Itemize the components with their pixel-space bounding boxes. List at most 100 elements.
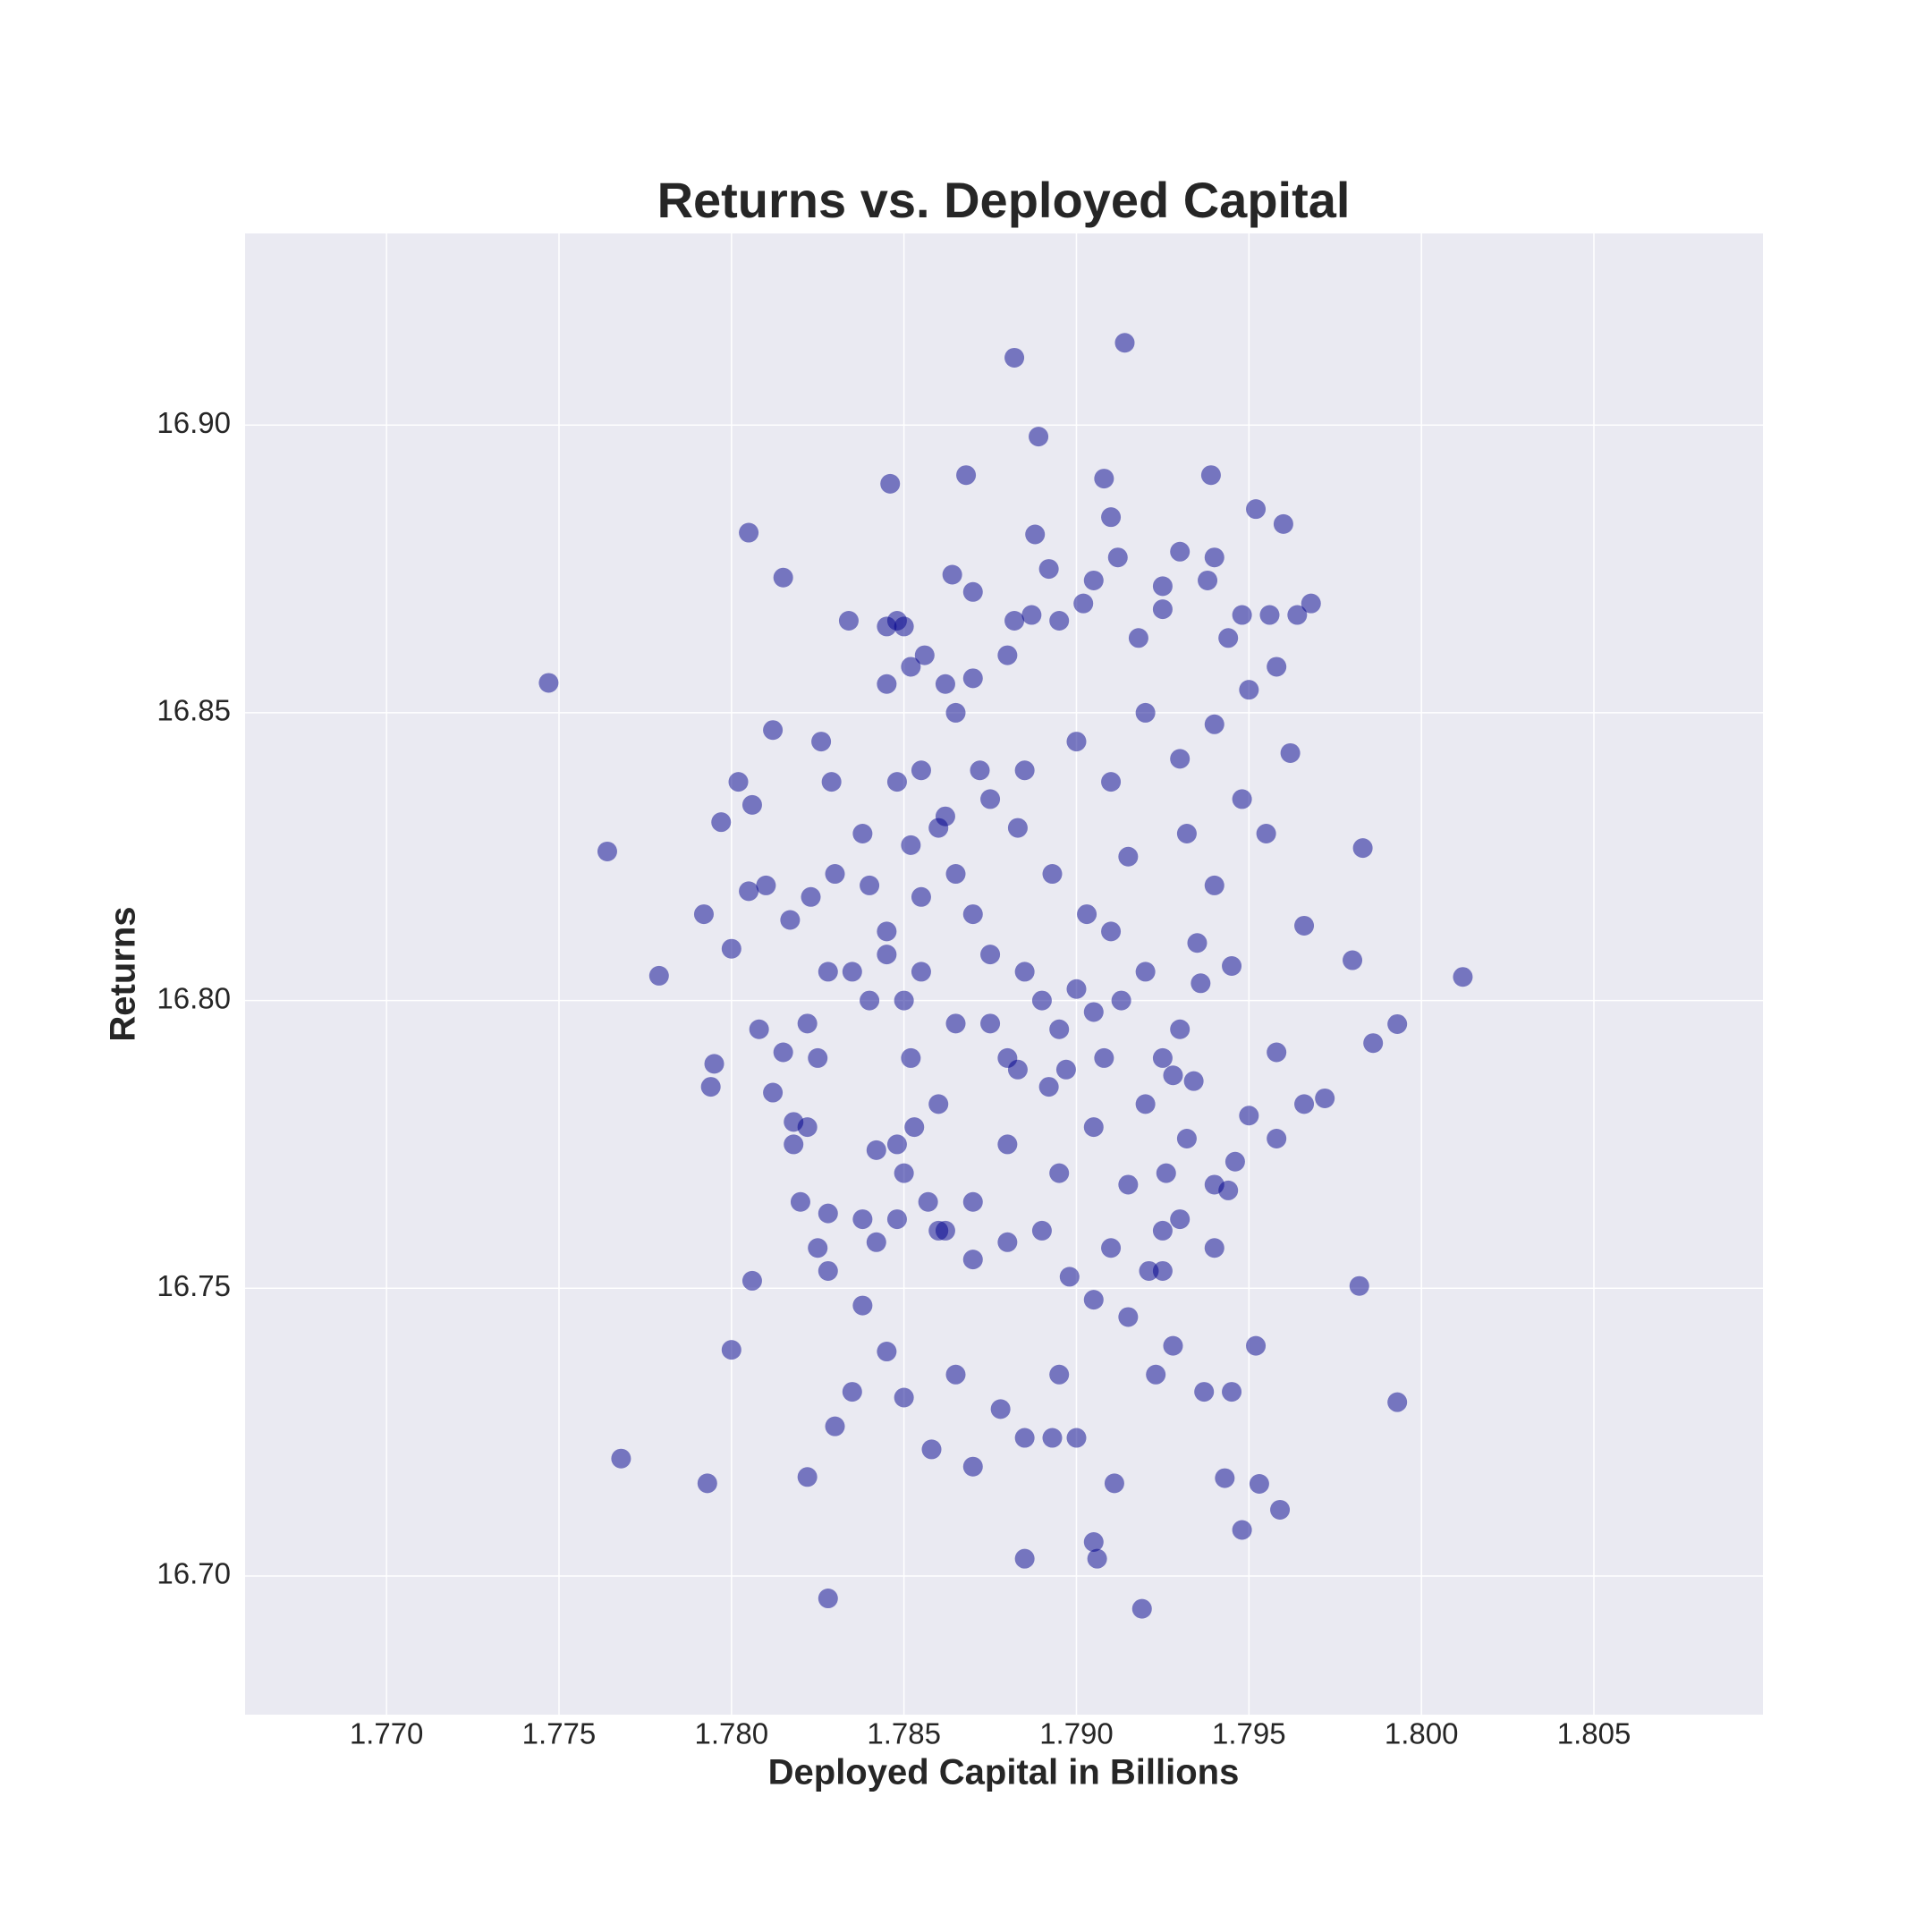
point (1287, 605, 1308, 625)
point (956, 465, 977, 486)
point (1387, 1013, 1408, 1034)
point (1101, 921, 1122, 942)
point (1198, 570, 1218, 590)
point (1301, 593, 1321, 614)
point (1131, 1598, 1152, 1619)
point (1118, 846, 1139, 867)
point (1101, 1238, 1122, 1258)
point (935, 806, 955, 826)
y-tick-label: 16.90 (157, 406, 231, 439)
point (1204, 875, 1224, 895)
point (773, 1042, 793, 1063)
point (852, 824, 873, 844)
point (997, 1134, 1018, 1155)
point (1135, 962, 1156, 982)
point (821, 772, 842, 792)
point (1163, 1335, 1183, 1356)
point (1031, 990, 1052, 1011)
point (538, 673, 559, 693)
point (935, 1220, 955, 1241)
point (1267, 657, 1287, 677)
point (1128, 628, 1148, 648)
point (997, 645, 1018, 665)
point (1170, 1019, 1191, 1039)
point (811, 732, 832, 752)
point (945, 702, 966, 723)
point (1135, 1094, 1156, 1114)
point (1049, 1163, 1070, 1183)
point (877, 674, 897, 694)
x-tick-label: 1.785 (867, 1717, 941, 1750)
point (852, 1209, 873, 1230)
point (1025, 524, 1046, 545)
point (962, 581, 983, 602)
point (860, 990, 880, 1011)
point (1114, 333, 1135, 353)
point (780, 910, 801, 930)
point (784, 1134, 804, 1155)
point (1014, 962, 1035, 982)
point (1363, 1033, 1384, 1054)
point (945, 1364, 966, 1385)
point (1152, 1260, 1173, 1281)
point (1270, 1499, 1291, 1520)
point (1232, 789, 1252, 809)
point (1204, 1238, 1224, 1258)
point (1200, 465, 1221, 486)
point (1139, 1260, 1159, 1281)
point (1083, 1002, 1104, 1022)
point (721, 1340, 741, 1360)
point (1031, 1220, 1052, 1241)
point (1176, 1129, 1197, 1148)
x-tick-label: 1.805 (1557, 1717, 1631, 1750)
point (1107, 547, 1128, 568)
point (901, 1047, 921, 1068)
point (1249, 1474, 1269, 1495)
point (700, 1077, 721, 1097)
point (1294, 915, 1315, 936)
point (1343, 950, 1363, 970)
point (1170, 749, 1191, 769)
point (728, 772, 749, 792)
point (1049, 610, 1070, 631)
point (1083, 1117, 1104, 1138)
point (825, 864, 845, 885)
point (1004, 610, 1025, 631)
point (1170, 1209, 1191, 1230)
point (880, 473, 901, 494)
point (911, 886, 931, 907)
point (1453, 967, 1473, 987)
point (962, 904, 983, 925)
point (801, 886, 821, 907)
point (1083, 1531, 1104, 1552)
point (1066, 1428, 1087, 1448)
point (1191, 973, 1211, 994)
point (739, 522, 759, 543)
chart-title: Returns vs. Deployed Capital (657, 172, 1351, 228)
point (741, 1270, 762, 1291)
y-tick-label: 16.70 (157, 1557, 231, 1590)
point (1218, 1180, 1239, 1200)
point (1038, 1077, 1059, 1097)
point (1232, 1520, 1252, 1540)
point (980, 789, 1001, 809)
x-tick-label: 1.795 (1212, 1717, 1286, 1750)
point (1055, 1059, 1076, 1080)
plot-area (245, 233, 1763, 1715)
point (1273, 513, 1293, 534)
point (1066, 979, 1087, 999)
y-tick-label: 16.75 (157, 1269, 231, 1302)
point (1246, 499, 1267, 520)
point (842, 962, 862, 982)
point (1352, 838, 1373, 859)
point (611, 1448, 631, 1469)
point (704, 1054, 724, 1074)
point (1267, 1042, 1287, 1063)
point (1014, 760, 1035, 781)
point (1349, 1275, 1369, 1296)
point (886, 772, 907, 792)
x-tick-label: 1.780 (695, 1717, 769, 1750)
point (1152, 1220, 1173, 1241)
point (1038, 559, 1059, 580)
